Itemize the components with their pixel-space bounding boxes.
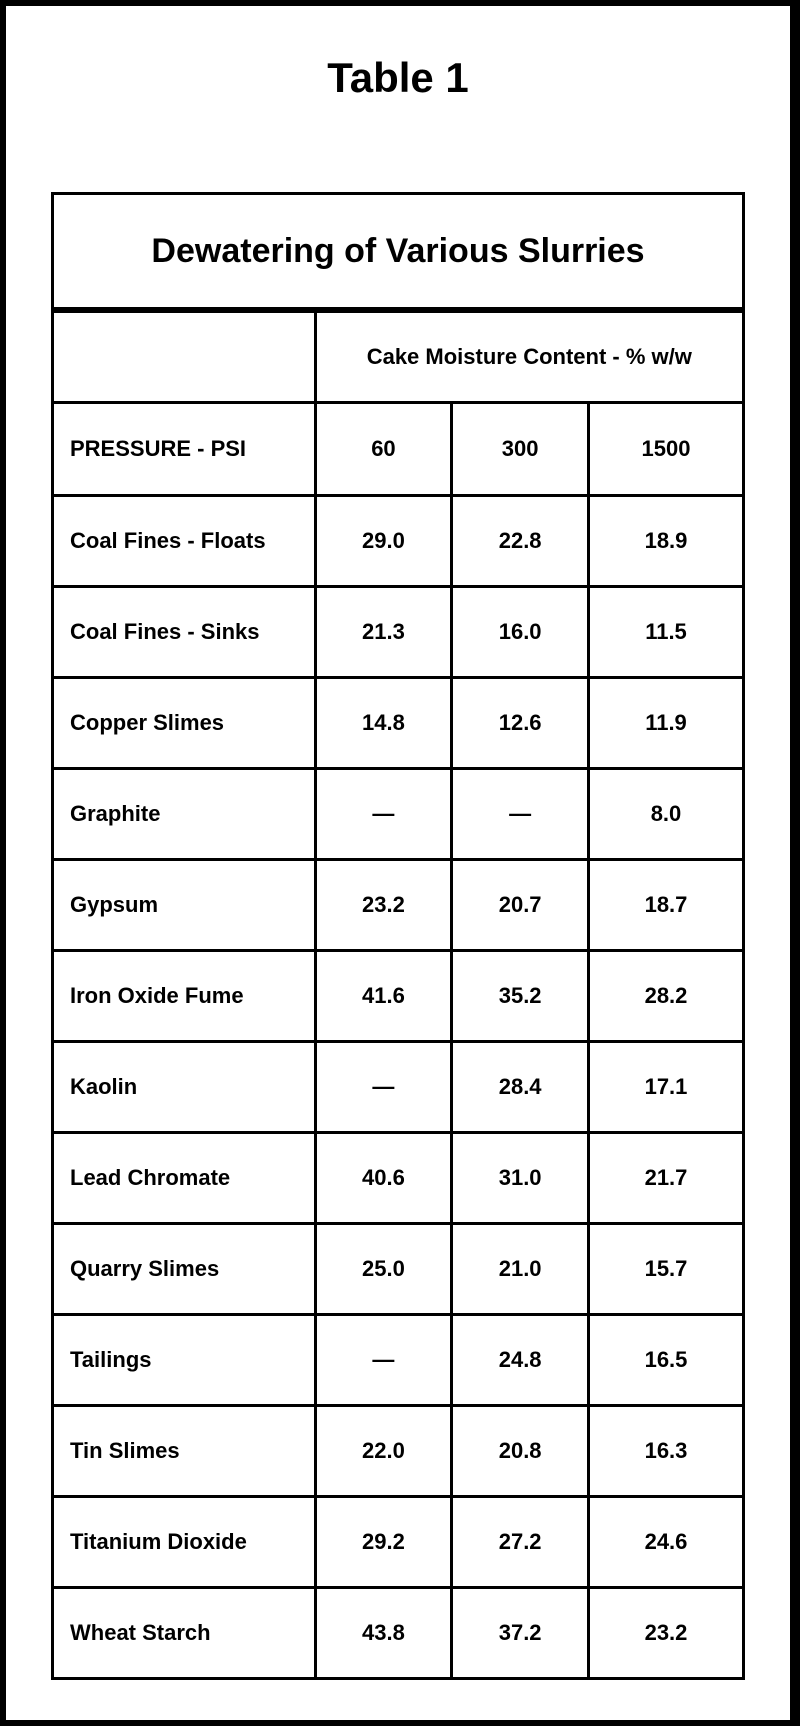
cell-value: 23.2 (588, 1588, 743, 1679)
row-header-label: PRESSURE - PSI (53, 403, 316, 496)
cell-value: 35.2 (452, 951, 589, 1042)
cell-value: 12.6 (452, 678, 589, 769)
table-row: Tin Slimes 22.0 20.8 16.3 (53, 1406, 744, 1497)
document-page: Table 1 Dewatering of Various Slurries C… (0, 0, 800, 1726)
cell-value: — (315, 769, 452, 860)
row-label: Wheat Starch (53, 1588, 316, 1679)
cell-value: 23.2 (315, 860, 452, 951)
cell-value: 21.0 (452, 1224, 589, 1315)
cell-value: 17.1 (588, 1042, 743, 1133)
cell-value: 28.4 (452, 1042, 589, 1133)
cell-value: 16.5 (588, 1315, 743, 1406)
cell-value: 29.0 (315, 496, 452, 587)
table-row: Lead Chromate 40.6 31.0 21.7 (53, 1133, 744, 1224)
cell-value: 16.3 (588, 1406, 743, 1497)
table-row: Wheat Starch 43.8 37.2 23.2 (53, 1588, 744, 1679)
cell-value: 14.8 (315, 678, 452, 769)
cell-value: 28.2 (588, 951, 743, 1042)
cell-value: 18.7 (588, 860, 743, 951)
row-label: Tailings (53, 1315, 316, 1406)
table-row: Tailings — 24.8 16.5 (53, 1315, 744, 1406)
cell-value: — (452, 769, 589, 860)
cell-value: — (315, 1042, 452, 1133)
table-row: Coal Fines - Sinks 21.3 16.0 11.5 (53, 587, 744, 678)
table-row: Iron Oxide Fume 41.6 35.2 28.2 (53, 951, 744, 1042)
cell-value: 25.0 (315, 1224, 452, 1315)
cell-value: 21.7 (588, 1133, 743, 1224)
table-super-header: Cake Moisture Content - % w/w (315, 310, 743, 403)
pressure-col-0: 60 (315, 403, 452, 496)
table-row: Quarry Slimes 25.0 21.0 15.7 (53, 1224, 744, 1315)
cell-value: 20.7 (452, 860, 589, 951)
cell-value: 43.8 (315, 1588, 452, 1679)
cell-value: 8.0 (588, 769, 743, 860)
cell-value: 11.5 (588, 587, 743, 678)
table-row: Coal Fines - Floats 29.0 22.8 18.9 (53, 496, 744, 587)
cell-value: 22.0 (315, 1406, 452, 1497)
row-label: Kaolin (53, 1042, 316, 1133)
cell-value: 40.6 (315, 1133, 452, 1224)
page-title: Table 1 (51, 54, 745, 102)
table-row: Graphite — — 8.0 (53, 769, 744, 860)
table-row: Kaolin — 28.4 17.1 (53, 1042, 744, 1133)
cell-value: 37.2 (452, 1588, 589, 1679)
row-label: Copper Slimes (53, 678, 316, 769)
table-header-empty (53, 310, 316, 403)
row-label: Tin Slimes (53, 1406, 316, 1497)
cell-value: 16.0 (452, 587, 589, 678)
row-label: Iron Oxide Fume (53, 951, 316, 1042)
cell-value: 24.8 (452, 1315, 589, 1406)
cell-value: — (315, 1315, 452, 1406)
cell-value: 31.0 (452, 1133, 589, 1224)
row-label: Graphite (53, 769, 316, 860)
table-row: Titanium Dioxide 29.2 27.2 24.6 (53, 1497, 744, 1588)
cell-value: 20.8 (452, 1406, 589, 1497)
table-row: Copper Slimes 14.8 12.6 11.9 (53, 678, 744, 769)
row-label: Titanium Dioxide (53, 1497, 316, 1588)
pressure-col-2: 1500 (588, 403, 743, 496)
row-label: Gypsum (53, 860, 316, 951)
row-label: Coal Fines - Floats (53, 496, 316, 587)
cell-value: 22.8 (452, 496, 589, 587)
table-title: Dewatering of Various Slurries (53, 194, 744, 311)
pressure-col-1: 300 (452, 403, 589, 496)
row-label: Coal Fines - Sinks (53, 587, 316, 678)
cell-value: 21.3 (315, 587, 452, 678)
row-label: Lead Chromate (53, 1133, 316, 1224)
cell-value: 27.2 (452, 1497, 589, 1588)
cell-value: 41.6 (315, 951, 452, 1042)
cell-value: 24.6 (588, 1497, 743, 1588)
row-label: Quarry Slimes (53, 1224, 316, 1315)
table-row: Gypsum 23.2 20.7 18.7 (53, 860, 744, 951)
cell-value: 29.2 (315, 1497, 452, 1588)
cell-value: 15.7 (588, 1224, 743, 1315)
cell-value: 18.9 (588, 496, 743, 587)
cell-value: 11.9 (588, 678, 743, 769)
dewatering-table: Dewatering of Various Slurries Cake Mois… (51, 192, 745, 1680)
